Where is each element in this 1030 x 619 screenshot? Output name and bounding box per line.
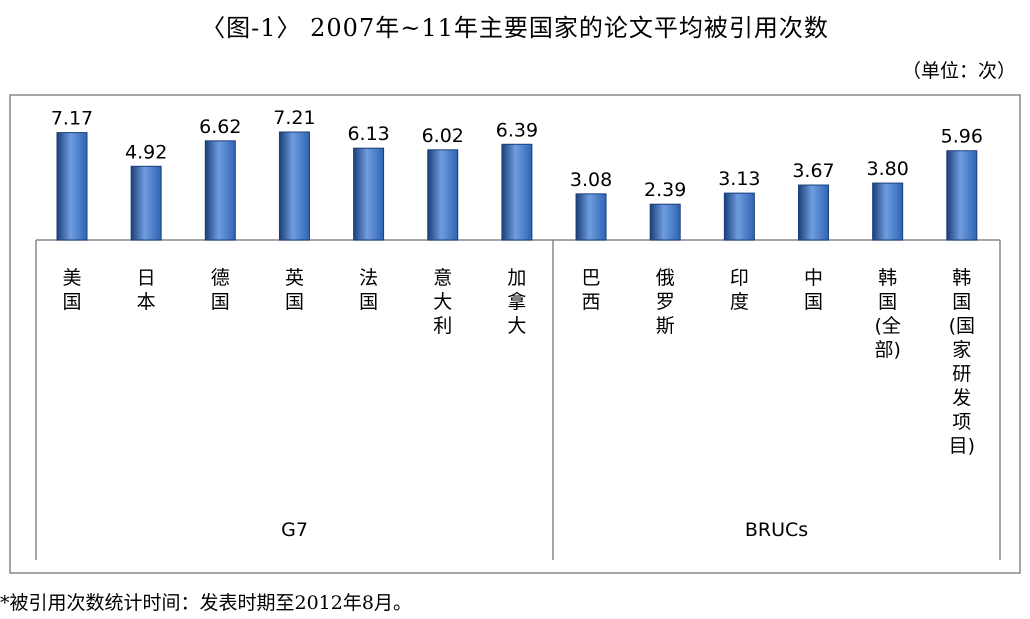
category-label: 印度 [730,267,749,313]
category-label: 韩国(国家研发项目) [949,267,975,457]
data-label: 3.08 [570,169,612,191]
plot-border [9,94,1021,574]
category-label: 俄罗斯 [656,267,675,337]
category-label: 中国 [804,267,823,313]
category-label: 英国 [285,267,304,313]
bar [353,147,385,241]
bar [501,143,533,241]
bar [575,193,607,241]
data-label: 6.62 [199,116,241,138]
bar [56,132,88,241]
chart-title: 〈图-1〉 2007年~11年主要国家的论文平均被引用次数 [201,14,829,42]
category-label: 加拿大 [507,267,526,337]
bar [649,203,681,241]
data-label: 6.39 [496,119,538,141]
bar [946,150,978,241]
data-label: 5.96 [941,126,983,148]
footnote: *被引用次数统计时间：发表时期至2012年8月。 [0,592,412,614]
category-label: 韩国(全部) [874,267,900,361]
category-label: 法国 [359,267,378,313]
data-label: 6.13 [347,123,389,145]
data-label: 3.13 [718,168,760,190]
data-label: 7.21 [273,107,315,129]
category-label: 意大利 [433,267,452,337]
data-label: 4.92 [125,141,167,163]
category-label: 日本 [137,267,156,313]
bar [130,165,162,241]
data-label: 6.02 [422,125,464,147]
bar [798,184,829,241]
data-label: 3.80 [866,158,908,180]
group-label: BRUCs [745,519,808,541]
category-label: 德国 [211,267,230,313]
bar [872,182,904,241]
bar [723,192,755,241]
bar [204,140,236,241]
bar [427,149,459,241]
bar [278,131,310,241]
category-label: 美国 [62,267,81,313]
category-label: 巴西 [582,267,601,313]
unit-label: （单位：次） [901,60,1016,82]
group-label: G7 [281,519,308,541]
data-label: 7.17 [51,108,93,130]
data-label: 3.67 [792,160,834,182]
data-label: 2.39 [644,179,686,201]
